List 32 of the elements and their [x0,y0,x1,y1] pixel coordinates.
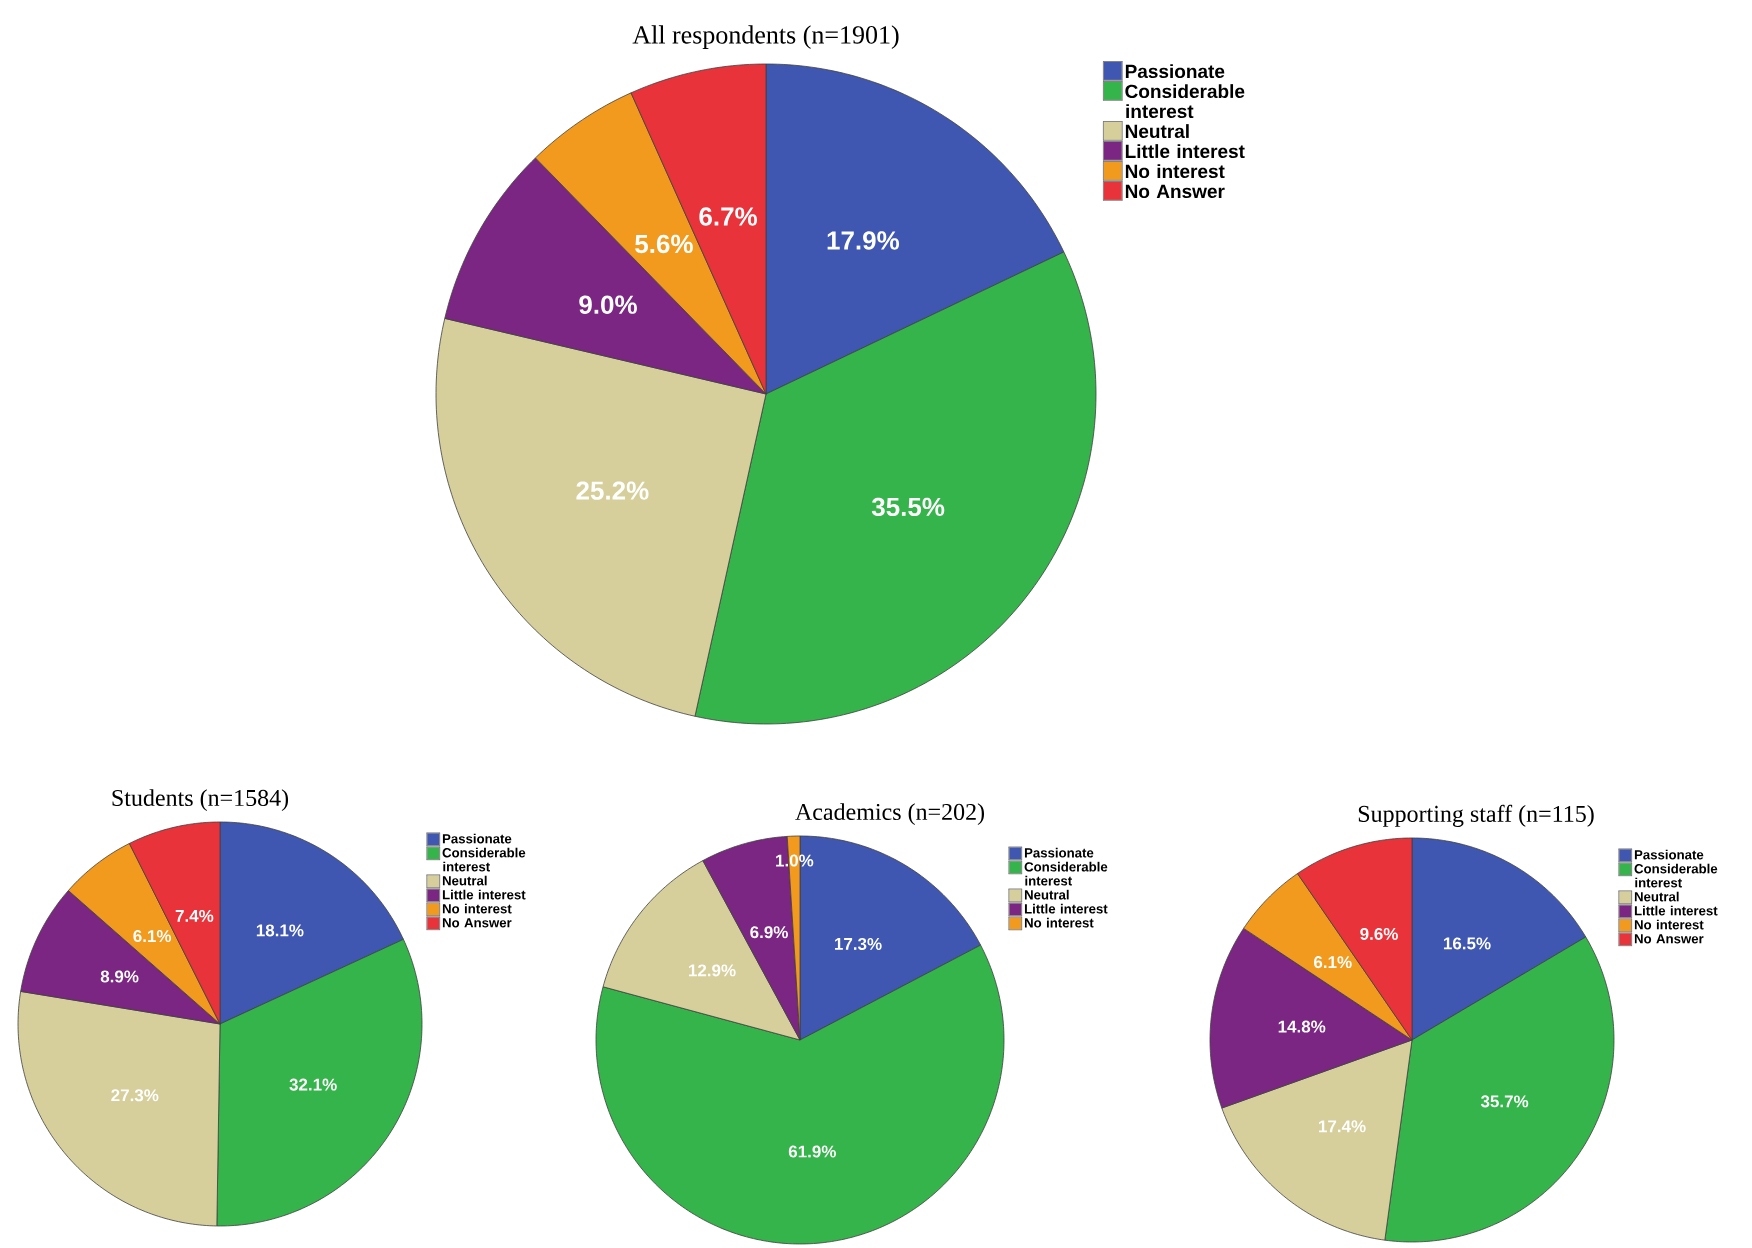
data-label: 61.9% [788,1145,836,1158]
data-label: 35.5% [871,497,945,517]
data-label: 14.8% [1278,1020,1326,1033]
data-label: 35.7% [1480,1095,1529,1108]
data-label: 27.3% [111,1089,159,1102]
data-label: 17.4% [1319,1120,1366,1133]
data-label: 17.9% [827,231,900,250]
data-label: 7.4% [175,909,214,922]
data-label: 18.1% [256,924,304,937]
legend-label: Considerable interest [1125,84,1245,119]
legend-label: Little interest [1125,144,1245,159]
chart-title: Supporting staff (n=115) [1358,804,1594,827]
data-label: 6.1% [1314,956,1352,969]
legend-label: No Answer [1125,184,1225,199]
data-label: 17.3% [834,937,882,950]
data-label: 8.9% [100,970,139,983]
legend-label: No interest [1125,164,1225,179]
data-label: 9.6% [1360,927,1398,940]
data-label: 5.6% [635,234,693,254]
legend-label: Neutral [1125,124,1189,139]
chart-title: Students (n=1584) [112,789,289,811]
data-label: 16.5% [1443,937,1491,950]
legend-label: Passionate [1125,64,1225,79]
data-label: 25.2% [576,481,649,500]
chart-title: All respondents (n=1901) [632,25,899,49]
data-label: 12.9% [688,964,736,977]
data-label: 6.1% [133,930,172,943]
chart-title: Academics (n=202) [795,803,985,825]
data-label: 6.7% [699,207,757,226]
data-label: 32.1% [289,1078,337,1091]
data-label: 9.0% [579,295,637,314]
data-label: 6.9% [750,926,788,939]
